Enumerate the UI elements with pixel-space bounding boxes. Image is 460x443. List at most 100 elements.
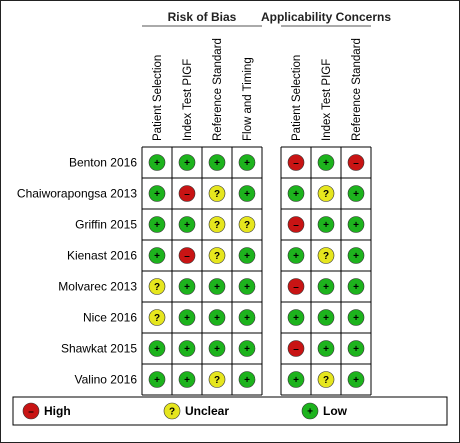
assessment-symbol: ?: [323, 375, 329, 386]
assessment-symbol: –: [353, 158, 359, 169]
assessment-unclear-mark: [317, 371, 335, 388]
assessment-symbol: +: [244, 344, 250, 355]
study-label: Kienast 2016: [67, 249, 137, 263]
assessment-unclear-mark: [317, 185, 335, 202]
study-label: Nice 2016: [83, 311, 137, 325]
assessment-low-mark: [347, 185, 365, 202]
assessment-low-mark: [287, 185, 305, 202]
assessment-symbol: +: [293, 189, 299, 200]
assessment-symbol: +: [154, 251, 160, 262]
assessment-symbol: +: [323, 282, 329, 293]
assessment-low-mark: [148, 185, 166, 202]
assessment-low-mark: [347, 278, 365, 295]
assessment-symbol: +: [353, 282, 359, 293]
assessment-symbol: ?: [214, 189, 220, 200]
assessment-unclear-mark: [208, 216, 226, 233]
assessment-symbol: +: [184, 375, 190, 386]
assessment-low-mark: [178, 216, 196, 233]
assessment-low-mark: [238, 340, 256, 357]
study-label: Griffin 2015: [75, 218, 137, 232]
assessment-low-mark: [208, 309, 226, 326]
legend-low-mark: [301, 402, 319, 420]
assessment-low-mark: [178, 154, 196, 171]
assessment-high-mark: [287, 154, 305, 171]
assessment-symbol: +: [154, 158, 160, 169]
assessment-symbol: +: [154, 220, 160, 231]
assessment-low-mark: [178, 278, 196, 295]
assessment-unclear-mark: [208, 247, 226, 264]
study-label: Benton 2016: [69, 156, 137, 170]
column-label: Reference Standard: [351, 38, 363, 141]
assessment-high-mark: [287, 278, 305, 295]
assessment-symbol: ?: [323, 189, 329, 200]
assessment-low-mark: [148, 247, 166, 264]
assessment-symbol: +: [214, 282, 220, 293]
study-label: Molvarec 2013: [58, 280, 137, 294]
assessment-symbol: +: [184, 158, 190, 169]
assessment-low-mark: [208, 278, 226, 295]
assessment-high-mark: [178, 247, 196, 264]
column-label: Flow and Timing: [242, 57, 254, 141]
column-label: Index Test PIGF: [182, 59, 194, 141]
assessment-symbol: ?: [214, 251, 220, 262]
assessment-symbol: +: [353, 189, 359, 200]
assessment-symbol: ?: [154, 313, 160, 324]
assessment-low-mark: [238, 185, 256, 202]
assessment-symbol: +: [353, 313, 359, 324]
assessment-symbol: –: [293, 282, 299, 293]
assessment-symbol: ?: [214, 375, 220, 386]
assessment-symbol: +: [244, 189, 250, 200]
column-label: Patient Selection: [152, 55, 164, 141]
assessment-low-mark: [317, 216, 335, 233]
assessment-low-mark: [317, 154, 335, 171]
assessment-low-mark: [148, 216, 166, 233]
legend-symbol: +: [307, 407, 313, 418]
assessment-low-mark: [347, 371, 365, 388]
assessment-high-mark: [287, 216, 305, 233]
assessment-unclear-mark: [208, 371, 226, 388]
legend-symbol: –: [28, 407, 34, 418]
assessment-low-mark: [347, 309, 365, 326]
assessment-symbol: +: [244, 313, 250, 324]
assessment-unclear-mark: [148, 278, 166, 295]
assessment-symbol: +: [214, 313, 220, 324]
assessment-low-mark: [148, 340, 166, 357]
assessment-unclear-mark: [317, 247, 335, 264]
assessment-low-mark: [347, 216, 365, 233]
study-label: Chaiworapongsa 2013: [17, 187, 137, 201]
assessment-low-mark: [178, 309, 196, 326]
assessment-symbol: ?: [154, 282, 160, 293]
column-label: Index Test PIGF: [321, 59, 333, 141]
assessment-symbol: ?: [244, 220, 250, 231]
assessment-low-mark: [178, 371, 196, 388]
assessment-symbol: +: [214, 158, 220, 169]
legend-label: Low: [323, 404, 348, 418]
assessment-high-mark: [287, 340, 305, 357]
assessment-low-mark: [238, 371, 256, 388]
assessment-unclear-mark: [238, 216, 256, 233]
assessment-symbol: +: [184, 282, 190, 293]
assessment-low-mark: [347, 340, 365, 357]
assessment-symbol: +: [154, 375, 160, 386]
assessment-symbol: ?: [214, 220, 220, 231]
assessment-symbol: +: [184, 313, 190, 324]
assessment-low-mark: [238, 247, 256, 264]
legend-box: [12, 396, 448, 426]
assessment-symbol: +: [244, 282, 250, 293]
assessment-symbol: +: [323, 344, 329, 355]
assessment-low-mark: [238, 278, 256, 295]
assessment-low-mark: [287, 309, 305, 326]
assessment-low-mark: [287, 247, 305, 264]
group-title: Applicability Concerns: [261, 10, 391, 24]
assessment-symbol: –: [293, 220, 299, 231]
assessment-symbol: –: [293, 344, 299, 355]
assessment-symbol: +: [353, 220, 359, 231]
assessment-low-mark: [208, 340, 226, 357]
study-label: Valino 2016: [75, 373, 138, 387]
assessment-low-mark: [317, 309, 335, 326]
assessment-unclear-mark: [208, 185, 226, 202]
group-title: Risk of Bias: [168, 10, 237, 24]
legend-label: Unclear: [185, 404, 229, 418]
